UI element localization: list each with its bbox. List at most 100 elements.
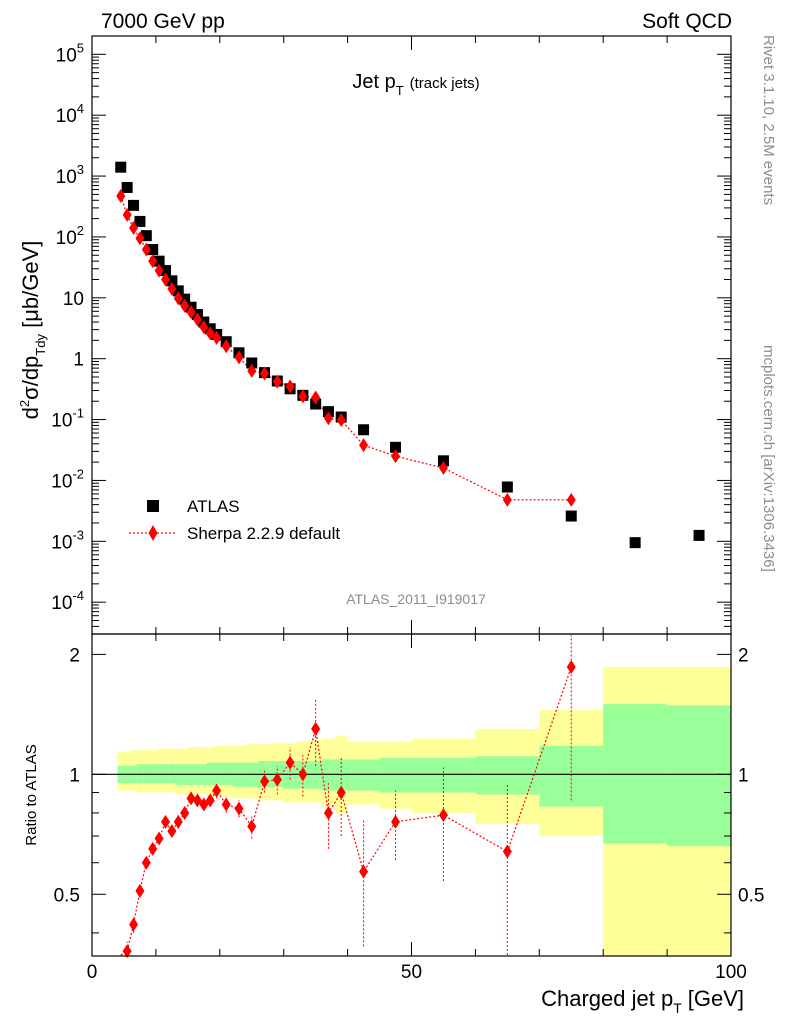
ratio-point bbox=[260, 774, 270, 789]
atlas-point bbox=[121, 181, 133, 193]
sherpa-point bbox=[212, 330, 222, 345]
header-left: 7000 GeV pp bbox=[101, 10, 225, 33]
sherpa-point bbox=[129, 221, 139, 236]
atlas-point bbox=[159, 265, 171, 277]
sherpa-point bbox=[192, 312, 202, 327]
sherpa-point bbox=[148, 254, 158, 269]
sherpa-point bbox=[298, 389, 308, 404]
chart-title-note: (track jets) bbox=[410, 75, 480, 92]
y-tick-label: 102 bbox=[56, 223, 84, 249]
ratio-axis-ticks: 0.5 0.5 1 1 2 2 0 50 100 bbox=[54, 634, 764, 983]
ratio-point bbox=[438, 808, 448, 823]
uncertainty-band-inner bbox=[475, 756, 540, 795]
chart-title: Jet pT (track jets) bbox=[352, 71, 479, 98]
x-tick-label: 50 bbox=[401, 962, 422, 983]
legend: ATLAS Sherpa 2.2.9 default bbox=[129, 497, 340, 543]
sherpa-point bbox=[205, 326, 215, 341]
atlas-point bbox=[629, 537, 641, 549]
ratio-point bbox=[359, 864, 369, 879]
ratio-point bbox=[336, 785, 346, 800]
ratio-y-tick-label-left: 1 bbox=[69, 765, 80, 786]
atlas-point bbox=[390, 441, 402, 453]
sherpa-point bbox=[173, 291, 183, 306]
chart-title-main: Jet p bbox=[352, 71, 395, 93]
ratio-point bbox=[135, 883, 145, 898]
y-tick-label: 10 bbox=[63, 289, 84, 310]
uncertainty-band-inner bbox=[162, 764, 169, 784]
y-tick-label: 10-4 bbox=[51, 588, 84, 614]
ratio-y-tick-label-left: 0.5 bbox=[54, 885, 80, 906]
atlas-point bbox=[128, 199, 140, 211]
x-tick-label: 100 bbox=[715, 962, 747, 983]
sherpa-point bbox=[135, 231, 145, 246]
atlas-point bbox=[140, 230, 152, 242]
ratio-y-tick-label-right: 0.5 bbox=[738, 885, 764, 906]
sherpa-point bbox=[122, 207, 132, 222]
ratio-point bbox=[199, 797, 209, 812]
sherpa-point bbox=[311, 390, 321, 405]
ratio-point bbox=[192, 793, 202, 808]
uncertainty-band-inner bbox=[155, 764, 163, 784]
atlas-point bbox=[437, 455, 449, 467]
ratio-y-tick-label-left: 2 bbox=[69, 645, 80, 666]
ratio-point bbox=[180, 805, 190, 820]
legend-sherpa-marker bbox=[148, 525, 158, 541]
y-tick-label: 10-3 bbox=[51, 527, 84, 553]
atlas-point bbox=[134, 215, 146, 227]
sherpa-point bbox=[336, 413, 346, 428]
ratio-point bbox=[272, 772, 282, 787]
sherpa-point bbox=[323, 411, 333, 426]
uncertainty-band-inner bbox=[667, 705, 731, 847]
sherpa-point bbox=[260, 366, 270, 381]
top-series bbox=[115, 161, 705, 549]
uncertainty-band-inner bbox=[168, 764, 176, 784]
sherpa-point bbox=[160, 272, 170, 287]
ratio-point bbox=[502, 844, 512, 859]
ratio-point bbox=[221, 797, 231, 812]
chart-title-sub: T bbox=[396, 83, 404, 98]
ratio-point bbox=[212, 783, 222, 798]
sherpa-point bbox=[502, 492, 512, 507]
uncertainty-band-inner bbox=[149, 764, 156, 784]
atlas-point bbox=[501, 481, 513, 493]
rivet-info: Rivet 3.1.10, 2.5M events bbox=[760, 35, 777, 205]
ratio-y-tick-label-right: 1 bbox=[738, 765, 749, 786]
sherpa-point bbox=[438, 461, 448, 476]
sherpa-point bbox=[234, 350, 244, 365]
ratio-y-tick-label-right: 2 bbox=[738, 645, 749, 666]
ratio-frame bbox=[91, 633, 732, 957]
uncertainty-band-inner bbox=[379, 757, 412, 793]
y-tick-label: 10-2 bbox=[51, 466, 84, 492]
uncertainty-band-inner bbox=[347, 759, 380, 791]
ratio-point bbox=[566, 659, 576, 674]
ratio-point bbox=[141, 855, 151, 870]
sherpa-point bbox=[180, 298, 190, 313]
sherpa-point bbox=[154, 263, 164, 278]
ratio-point bbox=[205, 793, 215, 808]
header-right: Soft QCD bbox=[642, 10, 732, 33]
sherpa-point bbox=[359, 438, 369, 453]
sherpa-point bbox=[167, 281, 177, 296]
ratio-point bbox=[173, 814, 183, 829]
atlas-point bbox=[358, 424, 370, 436]
mcplots-info: mcplots.cern.ch [arXiv:1306.3436] bbox=[760, 345, 777, 572]
sherpa-point bbox=[272, 374, 282, 389]
atlas-point bbox=[166, 275, 178, 287]
y-tick-label: 104 bbox=[56, 101, 84, 127]
ratio-point bbox=[160, 814, 170, 829]
y-tick-label: 103 bbox=[56, 162, 84, 188]
atlas-point bbox=[153, 255, 165, 267]
ratio-point bbox=[298, 767, 308, 782]
legend-sherpa-label: Sherpa 2.2.9 default bbox=[187, 524, 340, 543]
ratio-plot-frame bbox=[91, 633, 732, 957]
ratio-point bbox=[285, 755, 295, 770]
legend-atlas-label: ATLAS bbox=[187, 497, 240, 516]
sherpa-point bbox=[221, 339, 231, 354]
x-axis-label-sub: T bbox=[673, 1000, 682, 1016]
ratio-point bbox=[247, 819, 257, 834]
atlas-point bbox=[115, 161, 127, 173]
ratio-point bbox=[122, 944, 132, 959]
y-tick-label: 105 bbox=[56, 40, 84, 66]
atlas-point bbox=[172, 285, 184, 297]
